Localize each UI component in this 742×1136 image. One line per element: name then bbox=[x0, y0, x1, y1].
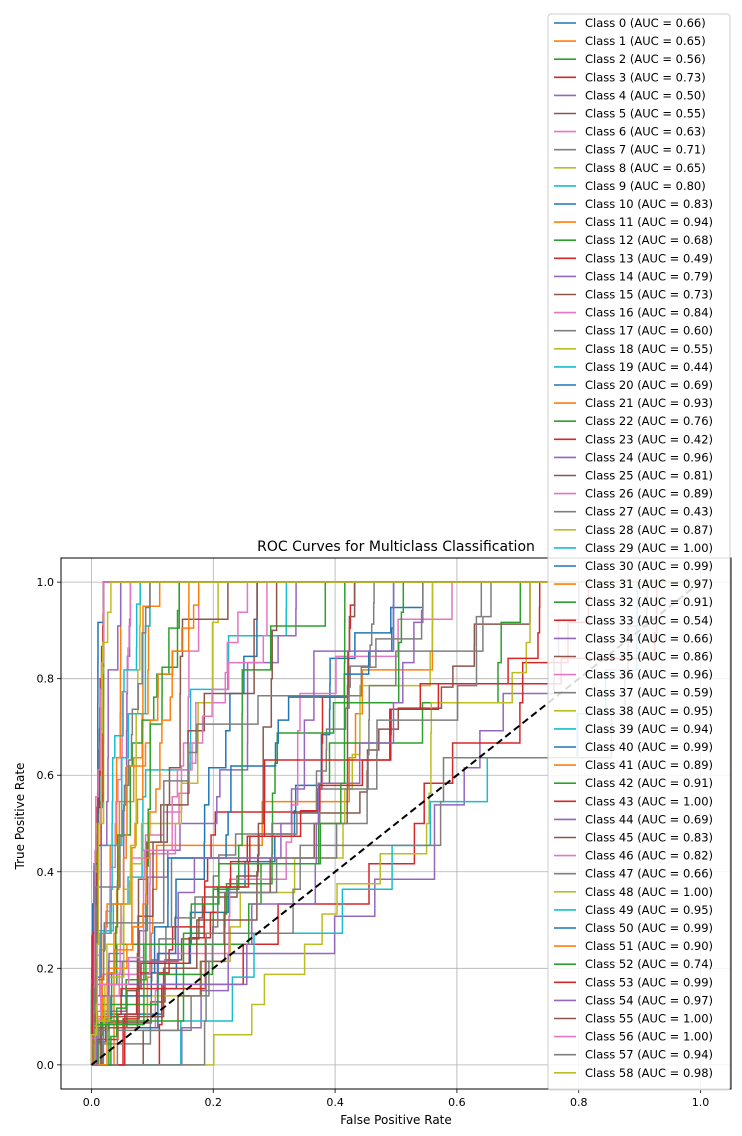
chart-title: ROC Curves for Multiclass Classification bbox=[257, 539, 535, 555]
legend-entry: Class 36 (AUC = 0.96) bbox=[585, 668, 713, 682]
legend-entry: Class 14 (AUC = 0.79) bbox=[585, 269, 713, 283]
legend-entry: Class 28 (AUC = 0.87) bbox=[585, 523, 713, 537]
roc-curve-class-26 bbox=[91, 581, 701, 1066]
legend-entry: Class 35 (AUC = 0.86) bbox=[585, 650, 713, 664]
legend-entry: Class 41 (AUC = 0.89) bbox=[585, 758, 713, 772]
legend-entry: Class 27 (AUC = 0.43) bbox=[585, 505, 713, 519]
legend-entry: Class 29 (AUC = 1.00) bbox=[585, 541, 713, 555]
roc-curve-class-22 bbox=[91, 581, 701, 1066]
legend-entry: Class 39 (AUC = 0.94) bbox=[585, 722, 713, 736]
legend-entry: Class 18 (AUC = 0.55) bbox=[585, 342, 713, 356]
legend-entry: Class 42 (AUC = 0.91) bbox=[585, 776, 713, 790]
roc-curve-class-25 bbox=[91, 581, 701, 1066]
legend-entry: Class 53 (AUC = 0.99) bbox=[585, 975, 713, 989]
legend-entry: Class 25 (AUC = 0.81) bbox=[585, 469, 713, 483]
legend-entry: Class 3 (AUC = 0.73) bbox=[585, 70, 706, 84]
legend-entry: Class 2 (AUC = 0.56) bbox=[585, 52, 706, 66]
legend-entry: Class 26 (AUC = 0.89) bbox=[585, 487, 713, 501]
legend-entry: Class 43 (AUC = 1.00) bbox=[585, 794, 713, 808]
legend-entry: Class 20 (AUC = 0.69) bbox=[585, 378, 713, 392]
legend-entry: Class 34 (AUC = 0.66) bbox=[585, 631, 713, 645]
y-tick-label: 0.8 bbox=[37, 673, 55, 686]
legend-entry: Class 31 (AUC = 0.97) bbox=[585, 577, 713, 591]
legend-entry: Class 4 (AUC = 0.50) bbox=[585, 88, 706, 102]
y-tick-label: 0.6 bbox=[37, 769, 55, 782]
legend-entry: Class 7 (AUC = 0.71) bbox=[585, 143, 706, 157]
roc-curve-class-6 bbox=[91, 581, 701, 1066]
x-tick-label: 0.2 bbox=[205, 1096, 223, 1109]
legend-entry: Class 51 (AUC = 0.90) bbox=[585, 939, 713, 953]
legend-entry: Class 5 (AUC = 0.55) bbox=[585, 107, 706, 121]
legend-entry: Class 47 (AUC = 0.66) bbox=[585, 867, 713, 881]
x-tick-label: 0.6 bbox=[448, 1096, 466, 1109]
legend-entry: Class 40 (AUC = 0.99) bbox=[585, 740, 713, 754]
legend-entry: Class 23 (AUC = 0.42) bbox=[585, 432, 713, 446]
legend-entry: Class 17 (AUC = 0.60) bbox=[585, 324, 713, 338]
axes-frame bbox=[60, 557, 732, 1090]
roc-curve-class-57 bbox=[91, 581, 701, 1066]
x-tick-label: 0.4 bbox=[326, 1096, 344, 1109]
roc-curve-class-47 bbox=[90, 581, 701, 1065]
roc-curve-class-35 bbox=[90, 581, 701, 1066]
legend-entry: Class 16 (AUC = 0.84) bbox=[585, 306, 713, 320]
x-axis-label: False Positive Rate bbox=[340, 1113, 452, 1127]
legend-entry: Class 8 (AUC = 0.65) bbox=[585, 161, 706, 175]
legend-entry: Class 32 (AUC = 0.91) bbox=[585, 595, 713, 609]
legend-box bbox=[547, 13, 731, 1091]
legend-entry: Class 13 (AUC = 0.49) bbox=[585, 251, 713, 265]
legend-entry: Class 24 (AUC = 0.96) bbox=[585, 450, 713, 464]
legend-entry: Class 12 (AUC = 0.68) bbox=[585, 233, 713, 247]
legend-entry: Class 50 (AUC = 0.99) bbox=[585, 921, 713, 935]
y-tick-label: 0.4 bbox=[37, 866, 55, 879]
legend-entry: Class 37 (AUC = 0.59) bbox=[585, 686, 713, 700]
legend-entry: Class 9 (AUC = 0.80) bbox=[585, 179, 706, 193]
chance-diagonal-line bbox=[90, 581, 702, 1066]
roc-curve-class-58 bbox=[90, 581, 701, 1065]
legend-entry: Class 52 (AUC = 0.74) bbox=[585, 957, 713, 971]
legend-entry: Class 33 (AUC = 0.54) bbox=[585, 613, 713, 627]
roc-curve-class-38 bbox=[91, 581, 701, 1066]
legend-entry: Class 55 (AUC = 1.00) bbox=[585, 1012, 713, 1026]
x-tick-label: 0.0 bbox=[83, 1096, 101, 1109]
legend-entry: Class 10 (AUC = 0.83) bbox=[585, 197, 713, 211]
roc-curve-class-45 bbox=[90, 581, 701, 1065]
roc-curve-class-42 bbox=[91, 581, 701, 1066]
legend-entry: Class 57 (AUC = 0.94) bbox=[585, 1048, 713, 1062]
x-tick-label: 1.0 bbox=[692, 1096, 710, 1109]
legend-entry: Class 38 (AUC = 0.95) bbox=[585, 704, 713, 718]
legend-entry: Class 0 (AUC = 0.66) bbox=[585, 16, 706, 30]
legend-entry: Class 6 (AUC = 0.63) bbox=[585, 125, 706, 139]
legend-entry: Class 21 (AUC = 0.93) bbox=[585, 396, 713, 410]
legend-entry: Class 22 (AUC = 0.76) bbox=[585, 414, 713, 428]
legend-entry: Class 15 (AUC = 0.73) bbox=[585, 288, 713, 302]
y-tick-label: 1.0 bbox=[37, 576, 55, 589]
legend-entry: Class 48 (AUC = 1.00) bbox=[585, 885, 713, 899]
legend-entry: Class 11 (AUC = 0.94) bbox=[585, 215, 713, 229]
legend-entry: Class 44 (AUC = 0.69) bbox=[585, 812, 713, 826]
legend-entry: Class 56 (AUC = 1.00) bbox=[585, 1030, 713, 1044]
legend-entry: Class 54 (AUC = 0.97) bbox=[585, 993, 713, 1007]
legend-entry: Class 1 (AUC = 0.65) bbox=[585, 34, 706, 48]
legend-entry: Class 30 (AUC = 0.99) bbox=[585, 559, 713, 573]
axis-ticks: 0.0 0.2 0.4 0.6 0.8 1.0 0.0 0.2 0.4 0.6 0.8 1.0 bbox=[37, 576, 710, 1109]
roc-curve-class-51 bbox=[91, 581, 701, 1066]
legend-entry: Class 45 (AUC = 0.83) bbox=[585, 831, 713, 845]
y-tick-label: 0.2 bbox=[37, 962, 55, 975]
roc-curve-class-37 bbox=[91, 581, 701, 1066]
roc-curve-class-52 bbox=[90, 581, 701, 1065]
legend-entry: Class 19 (AUC = 0.44) bbox=[585, 360, 713, 374]
legend-entry: Class 46 (AUC = 0.82) bbox=[585, 849, 713, 863]
legend-entry: Class 58 (AUC = 0.98) bbox=[585, 1066, 713, 1080]
roc-curve-class-44 bbox=[91, 581, 701, 1066]
y-tick-label: 0.0 bbox=[37, 1059, 55, 1072]
legend-entry: Class 49 (AUC = 0.95) bbox=[585, 903, 713, 917]
legend: Class 0 (AUC = 0.66) Class 1 (AUC = 0.65)… bbox=[547, 13, 731, 1091]
roc-curve-class-18 bbox=[91, 581, 701, 1066]
x-tick-label: 0.8 bbox=[570, 1096, 588, 1109]
y-axis-label: True Positive Rate bbox=[13, 763, 27, 871]
roc-curve-class-46 bbox=[90, 581, 701, 1065]
